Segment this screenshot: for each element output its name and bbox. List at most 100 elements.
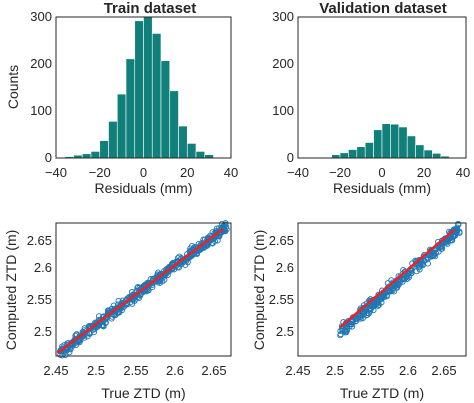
validation-scatter-xticks: 2.45 2.5 2.55 2.6 2.65 (285, 363, 456, 378)
histogram-bar (373, 129, 383, 159)
scatter-point (337, 331, 344, 338)
scatter-point (352, 318, 359, 325)
y-tick-label: 2.55 (27, 292, 52, 307)
x-tick-label: 2.5 (326, 363, 344, 378)
y-tick-label: 2.65 (269, 233, 294, 248)
train-histogram-xticks: −40 −20 0 20 40 (45, 165, 238, 180)
scatter-point (416, 266, 423, 273)
histogram-bar (81, 153, 92, 159)
histogram-bar (381, 123, 391, 159)
scatter-point (67, 345, 74, 353)
train-fit-line (56, 228, 224, 355)
train-histogram-ylabel: Counts (5, 65, 21, 109)
validation-scatter-ylabel: Computed ZTD (m) (251, 230, 267, 351)
train-histogram-bars (64, 16, 214, 159)
histogram-bar (348, 149, 358, 159)
scatter-point (344, 322, 351, 329)
histogram-bar (160, 60, 171, 159)
x-tick-label: 2.45 (285, 363, 310, 378)
histogram-bar (406, 135, 416, 159)
y-tick-label: 300 (30, 9, 52, 24)
scatter-point (364, 310, 371, 317)
scatter-point (432, 253, 439, 260)
y-tick-label: 100 (30, 103, 52, 118)
validation-scatter-points (337, 220, 463, 339)
y-tick-label: 2.55 (269, 292, 294, 307)
scatter-point (359, 310, 366, 318)
y-tick-label: 2.6 (34, 260, 52, 275)
train-scatter: 2.45 2.5 2.55 2.6 2.65 2.5 2.55 2.6 2.65… (3, 220, 232, 401)
x-tick-label: 2.55 (359, 363, 384, 378)
y-tick-label: 200 (30, 56, 52, 71)
scatter-point (359, 315, 366, 322)
validation-histogram-bars (331, 123, 450, 159)
scatter-point (105, 311, 112, 319)
train-histogram-title: Train dataset (104, 0, 197, 17)
histogram-bar (195, 151, 206, 159)
scatter-point (111, 312, 118, 319)
scatter-point (87, 325, 94, 332)
scatter-point (73, 331, 80, 338)
scatter-point (130, 293, 137, 300)
x-tick-label: −40 (45, 165, 67, 180)
scatter-point (447, 230, 454, 237)
train-scatter-ylabel: Computed ZTD (m) (3, 230, 19, 351)
validation-scatter: 2.45 2.5 2.55 2.6 2.65 2.5 2.55 2.6 2.65… (251, 220, 467, 401)
validation-scatter-frame (297, 222, 467, 357)
histogram-bar (99, 140, 109, 159)
validation-histogram-frame (297, 16, 467, 159)
validation-histogram-yticks: 0 100 200 300 (272, 9, 294, 165)
validation-histogram: Validation dataset −40 −20 0 20 40 0 100… (272, 0, 470, 196)
histogram-bar (415, 144, 425, 159)
validation-scatter-xlabel: True ZTD (m) (340, 385, 424, 401)
scatter-point (115, 297, 122, 304)
x-tick-label: 0 (378, 165, 385, 180)
x-tick-label: 20 (180, 165, 194, 180)
histogram-bar (134, 20, 144, 159)
scatter-point (384, 289, 391, 296)
histogram-bar (356, 146, 366, 159)
train-histogram-frame (55, 16, 232, 159)
x-tick-label: 40 (224, 165, 238, 180)
x-tick-label: 40 (456, 165, 470, 180)
x-tick-label: −40 (287, 165, 309, 180)
histogram-bar (178, 125, 188, 159)
histogram-bar (423, 149, 433, 159)
x-tick-label: 2.65 (431, 363, 456, 378)
histogram-bar (390, 123, 400, 159)
histogram-bar (398, 126, 408, 159)
histogram-bar (364, 142, 374, 159)
validation-fit-line (339, 228, 456, 329)
validation-histogram-xlabel: Residuals (mm) (333, 180, 431, 196)
validation-histogram-xticks: −40 −20 0 20 40 (287, 165, 470, 180)
x-tick-label: −20 (329, 165, 351, 180)
x-tick-label: 2.55 (123, 363, 148, 378)
histogram-bar (169, 90, 179, 159)
histogram-bar (186, 143, 197, 159)
histogram-bar (108, 121, 118, 159)
train-histogram: Train dataset −40 −20 0 20 40 0 100 200 … (5, 0, 238, 196)
scatter-point (174, 255, 181, 262)
validation-histogram-title: Validation dataset (319, 0, 447, 17)
x-tick-label: 2.45 (43, 363, 68, 378)
y-tick-label: 2.65 (27, 233, 52, 248)
scatter-point (387, 288, 394, 295)
scatter-point (435, 248, 442, 255)
histogram-bar (432, 153, 442, 159)
train-scatter-xticks: 2.45 2.5 2.55 2.6 2.65 (43, 363, 226, 378)
scatter-point (380, 294, 387, 301)
y-tick-label: 200 (272, 56, 294, 71)
train-histogram-xlabel: Residuals (mm) (94, 180, 192, 196)
scatter-point (98, 322, 105, 329)
scatter-point (176, 253, 183, 260)
y-tick-label: 0 (287, 150, 294, 165)
scatter-point (454, 224, 461, 231)
histogram-bar (90, 151, 101, 159)
scatter-point (385, 288, 392, 295)
validation-scatter-yticks: 2.5 2.55 2.6 2.65 (269, 233, 294, 339)
scatter-point (455, 221, 462, 228)
scatter-point (188, 242, 196, 250)
y-tick-label: 2.6 (276, 260, 294, 275)
x-tick-label: 20 (417, 165, 431, 180)
